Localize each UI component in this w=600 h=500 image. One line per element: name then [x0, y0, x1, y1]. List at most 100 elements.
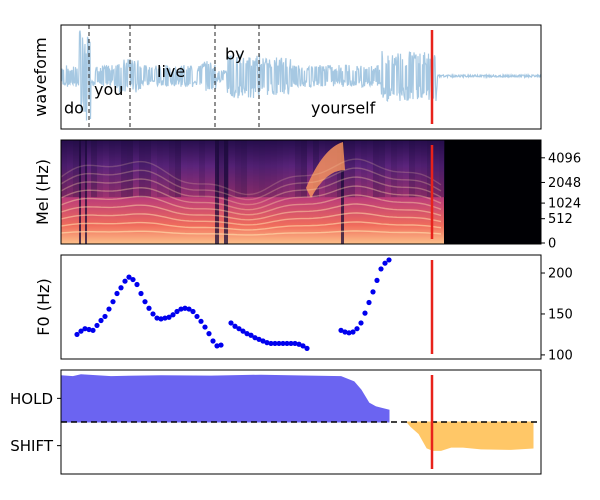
f0-point	[158, 316, 164, 322]
turn-tick-label: HOLD	[10, 390, 53, 408]
f0-point	[146, 305, 152, 311]
mel-column	[265, 140, 271, 198]
mel-gap	[215, 140, 219, 244]
hold-area	[61, 374, 390, 423]
f0-point	[366, 299, 372, 306]
mel-column	[397, 140, 403, 198]
mel-column	[217, 140, 223, 198]
f0-point	[210, 338, 216, 344]
mel-harmonic	[61, 185, 442, 211]
mel-gap	[79, 140, 81, 244]
f0-point	[272, 340, 278, 347]
mel-column	[211, 140, 217, 198]
f0-point	[350, 329, 356, 335]
mel-column	[187, 140, 193, 198]
f0-point	[228, 320, 234, 326]
mel-column	[385, 140, 391, 198]
f0-point	[252, 335, 258, 341]
mel-harmonic	[61, 167, 442, 201]
mel-harmonic	[61, 230, 442, 236]
mel-column	[253, 140, 259, 198]
f0-point	[166, 314, 172, 320]
mel-column	[79, 140, 85, 198]
word-label: you	[94, 80, 123, 99]
mel-column	[205, 140, 211, 198]
mel-harmonic	[61, 194, 442, 216]
mel-ylabel: Mel (Hz)	[33, 159, 52, 225]
f0-point	[304, 345, 310, 351]
mel-gap	[85, 140, 87, 244]
mel-column	[73, 140, 79, 198]
mel-column	[307, 140, 313, 198]
f0-point	[256, 336, 262, 342]
mel-column	[199, 140, 205, 198]
f0-point	[134, 281, 140, 288]
f0-point	[276, 340, 282, 347]
mel-harmonic	[61, 158, 442, 196]
f0-point	[236, 326, 242, 332]
mel-column	[379, 140, 385, 198]
f0-point	[358, 320, 364, 326]
mel-column	[175, 140, 181, 198]
f0-tick-label: 200	[548, 267, 573, 282]
mel-column	[301, 140, 307, 198]
f0-point	[300, 343, 306, 349]
f0-point	[82, 326, 88, 332]
f0-panel: 100 150 200 F0 (Hz)	[34, 254, 573, 363]
mel-column	[295, 140, 301, 198]
mel-column	[247, 140, 253, 198]
f0-point	[214, 343, 220, 349]
f0-point	[378, 266, 384, 272]
f0-point	[74, 331, 80, 338]
mel-tick-label: 0	[548, 237, 556, 252]
mel-column	[349, 140, 355, 198]
f0-point	[338, 327, 344, 333]
f0-point	[94, 322, 100, 329]
mel-column	[133, 140, 139, 198]
mel-column	[421, 140, 427, 198]
turn-panel: HOLD SHIFT	[10, 369, 542, 475]
mel-column	[271, 140, 277, 198]
f0-point	[362, 310, 368, 316]
word-label: do	[64, 99, 84, 118]
mel-column	[61, 140, 67, 198]
mel-column	[145, 140, 151, 198]
f0-point	[280, 340, 286, 347]
f0-point	[198, 318, 204, 324]
mel-column	[109, 140, 115, 198]
mel-column	[283, 140, 289, 198]
f0-point	[126, 274, 132, 280]
mel-column	[235, 140, 241, 198]
mel-formant	[306, 142, 345, 198]
waveform-trace	[61, 30, 541, 121]
mel-column	[439, 140, 445, 198]
mel-column	[289, 140, 295, 198]
f0-point	[118, 285, 124, 291]
f0-point	[98, 317, 104, 324]
f0-point	[202, 324, 208, 330]
mel-column	[169, 140, 175, 198]
f0-point	[240, 328, 246, 334]
f0-point	[354, 326, 360, 332]
mel-harmonic	[61, 212, 442, 226]
f0-point	[206, 331, 212, 337]
mel-column	[343, 140, 349, 198]
mel-column	[373, 140, 379, 198]
f0-point	[244, 331, 250, 337]
f0-axes-frame	[60, 254, 542, 360]
mel-harmonic	[61, 221, 442, 231]
mel-column	[355, 140, 361, 198]
f0-point	[232, 323, 238, 329]
f0-point	[260, 338, 266, 344]
f0-point	[370, 289, 376, 295]
f0-point	[138, 290, 144, 297]
f0-point	[122, 278, 128, 284]
waveform-axes-frame	[60, 24, 542, 130]
f0-point	[346, 330, 352, 336]
f0-point	[110, 299, 116, 305]
mel-tick-label: 2048	[548, 176, 581, 191]
mel-gap	[224, 140, 228, 244]
